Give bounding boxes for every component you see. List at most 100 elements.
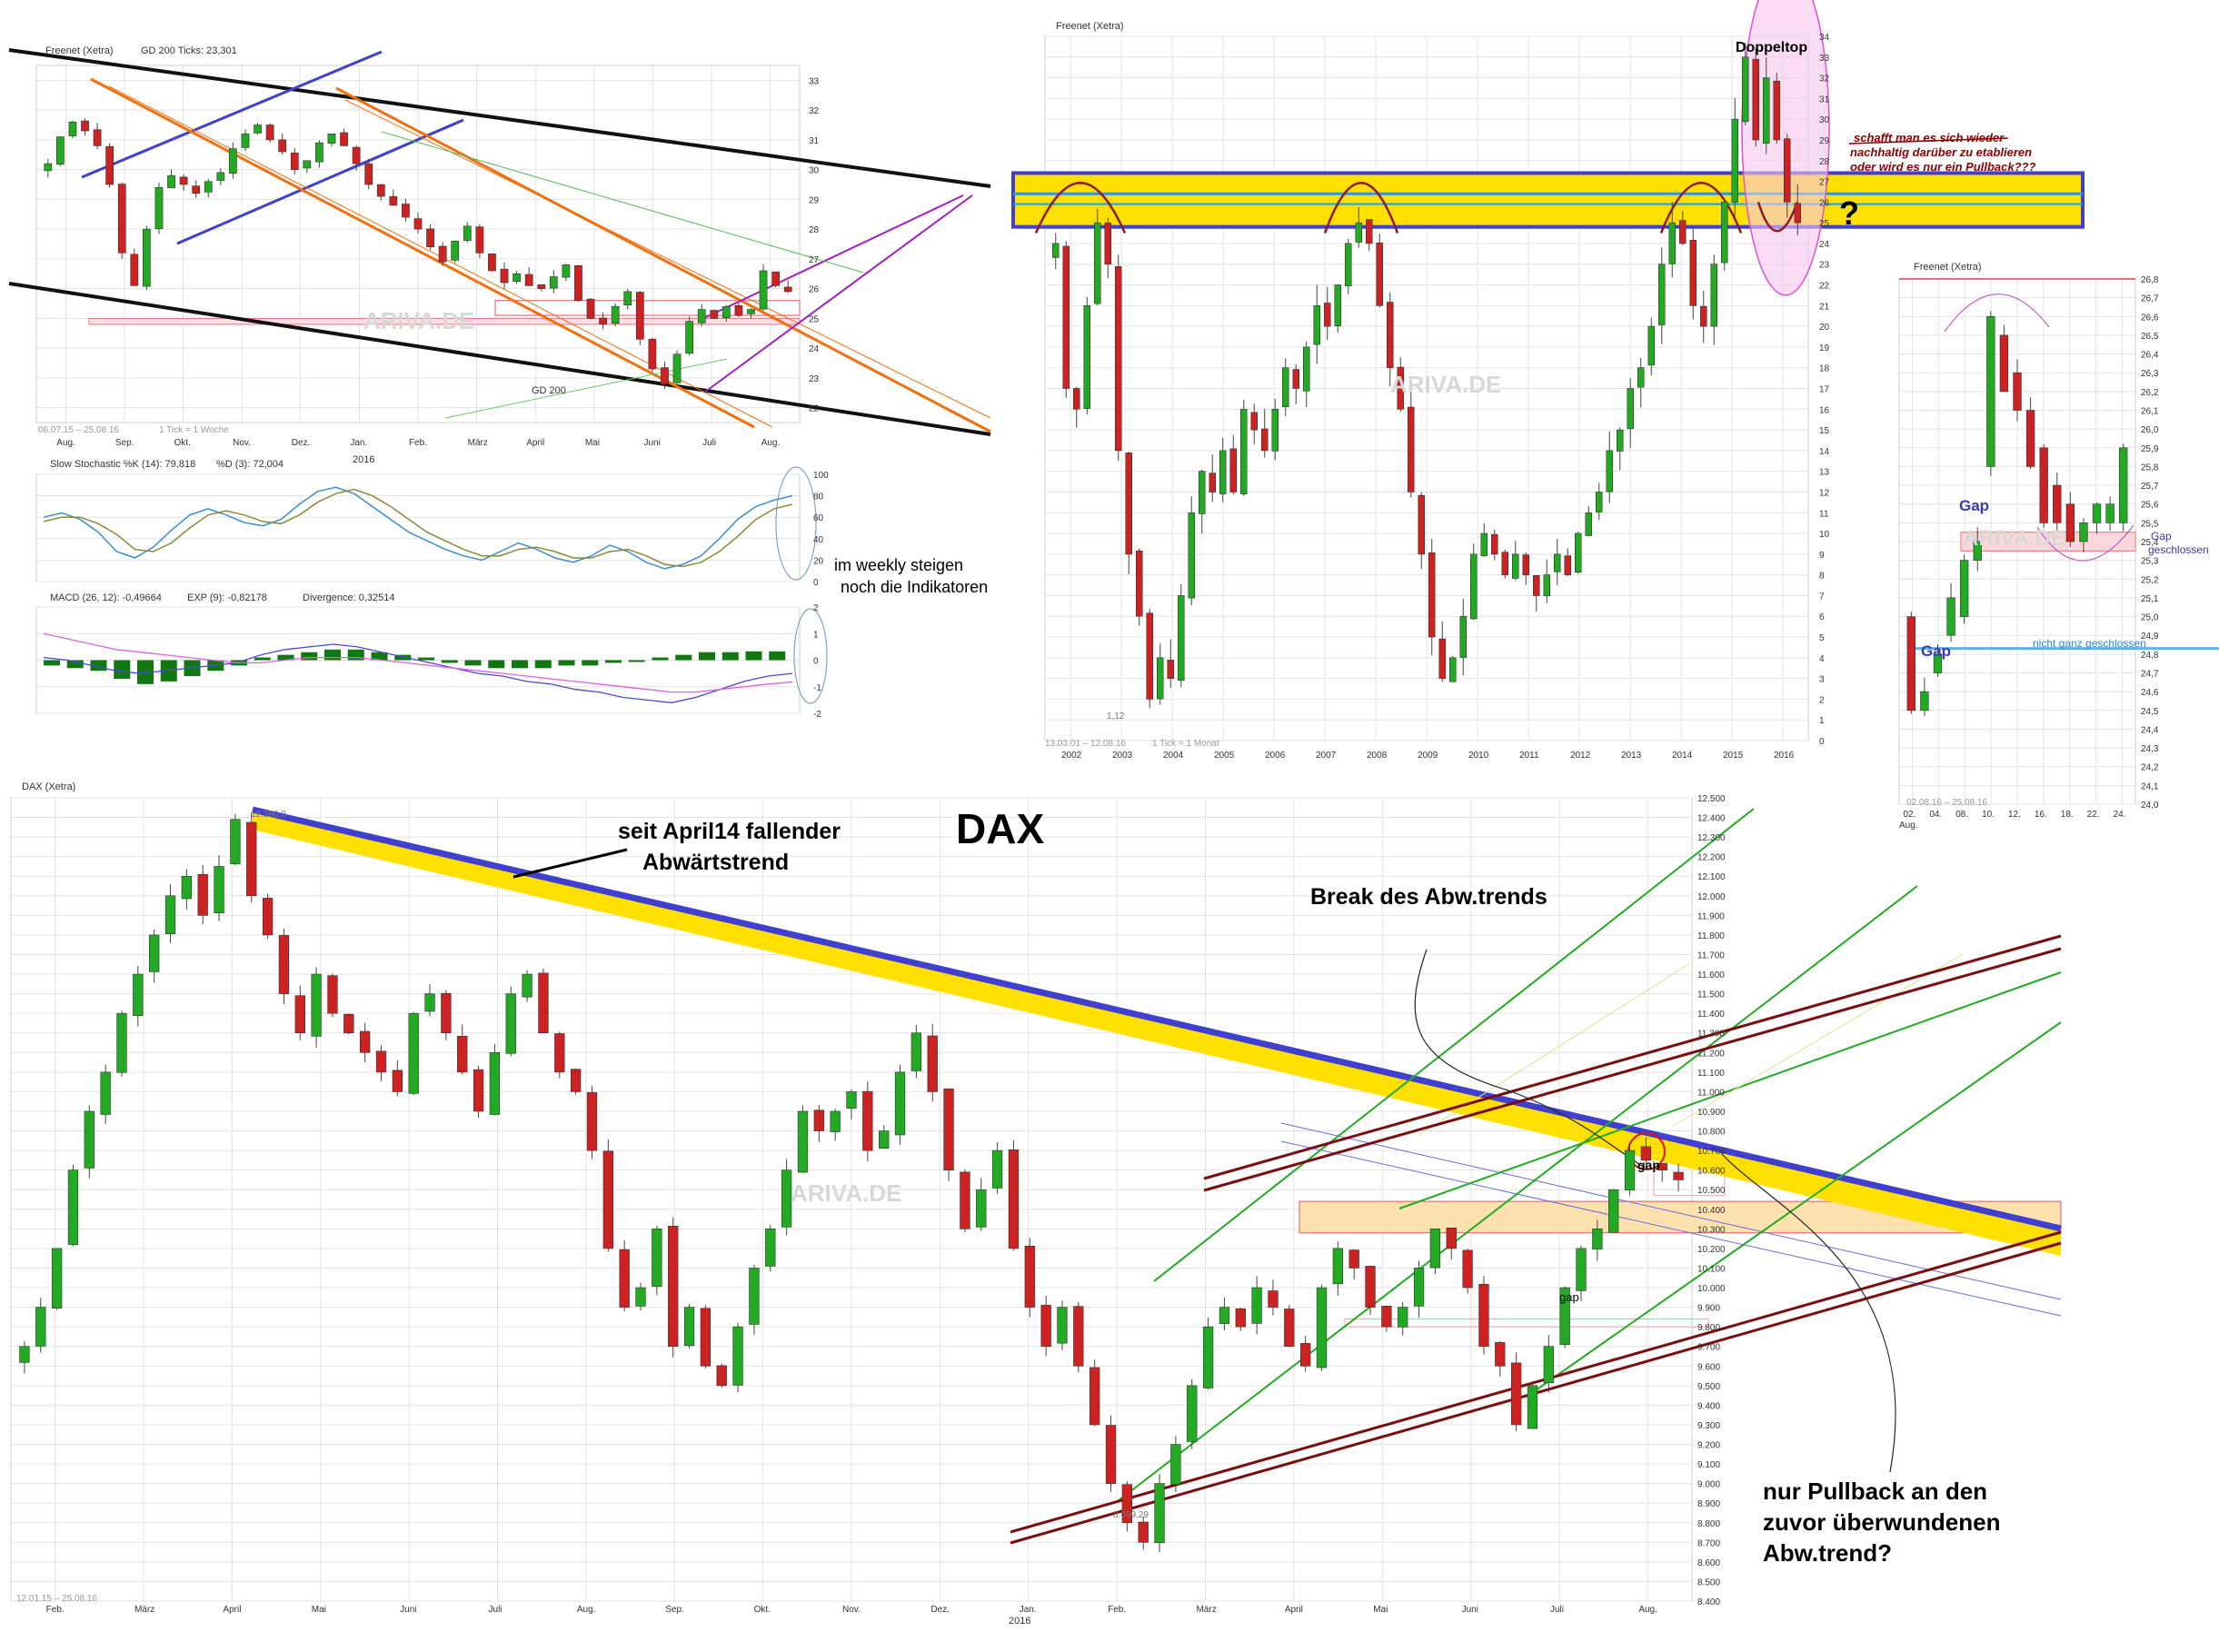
dax-candle — [1008, 1149, 1020, 1249]
weekly-candle — [672, 353, 682, 383]
weekly-x-tick: Feb. — [409, 438, 427, 448]
weekly-y-tick: 24 — [809, 344, 820, 354]
monthly-candle — [1178, 595, 1185, 681]
macd-divergence-bar — [464, 660, 482, 666]
weekly-candle — [475, 226, 484, 254]
dax-y-tick: 11.200 — [1697, 1049, 1725, 1059]
dax-candle — [1365, 1266, 1376, 1308]
macd-divergence-bar — [394, 654, 412, 661]
weekly-x-tick: Aug. — [761, 438, 781, 448]
dax-y-tick: 12.100 — [1697, 872, 1726, 882]
monthly-watermark: ARIVA.DE — [1390, 371, 1501, 398]
monthly-y-tick: 26 — [1819, 198, 1830, 208]
macd-y-tick: 2 — [813, 603, 819, 613]
weekly-candle — [771, 271, 781, 286]
stoch-d-line — [43, 488, 793, 568]
daily-y-tick: 24,6 — [2141, 688, 2159, 698]
dax-y-tick: 9.700 — [1697, 1343, 1720, 1353]
weekly-orange-line-1 — [90, 77, 755, 429]
monthly-y-tick: 21 — [1819, 302, 1830, 312]
daily-y-tick: 25,6 — [2141, 501, 2159, 511]
daily-candle — [1959, 560, 1969, 617]
weekly-year-label: 2016 — [353, 454, 374, 465]
macd-divergence-bar — [558, 660, 575, 666]
monthly-candle — [1219, 450, 1227, 494]
dax-y-tick: 10.300 — [1697, 1225, 1726, 1235]
monthly-candle — [1449, 657, 1457, 682]
dax-candle — [214, 866, 224, 913]
monthly-y-tick: 13 — [1819, 468, 1830, 478]
dax-candle — [408, 1012, 419, 1094]
weekly-candle — [204, 181, 213, 193]
daily-y-tick: 25,0 — [2141, 613, 2159, 623]
monthly-candle — [1784, 138, 1791, 203]
dax-y-tick: 11.000 — [1697, 1088, 1725, 1098]
monthly-candle — [1334, 284, 1342, 326]
weekly-y-tick: 25 — [809, 314, 820, 324]
dax-candle — [1510, 1362, 1522, 1426]
weekly-candle — [402, 204, 410, 218]
dax-candle — [879, 1130, 890, 1149]
dax-candle — [927, 1035, 938, 1092]
macd-divergence-bar — [137, 660, 154, 684]
monthly-candle — [1355, 222, 1363, 243]
weekly-candle — [574, 264, 582, 302]
dax-y-tick: 12.200 — [1697, 853, 1726, 863]
dax-candle — [602, 1150, 613, 1249]
monthly-x-tick: 2015 — [1723, 751, 1744, 761]
dax-year-label: 2016 — [1009, 1616, 1030, 1627]
stoch-y-tick: 60 — [813, 513, 824, 523]
monthly-candle — [1543, 574, 1551, 597]
monthly-candle — [1512, 553, 1519, 579]
monthly-candle — [1773, 80, 1781, 141]
dax-candle — [1478, 1283, 1489, 1348]
weekly-candle — [685, 321, 693, 354]
monthly-x-tick: 2007 — [1316, 751, 1337, 761]
dax-y-tick: 10.900 — [1697, 1108, 1726, 1118]
dax-watermark: ARIVA.DE — [791, 1179, 901, 1207]
dax-candle — [1624, 1149, 1636, 1191]
weekly-candle — [364, 163, 373, 185]
monthly-y-tick: 28 — [1819, 157, 1830, 167]
daily-y-tick: 24,1 — [2141, 781, 2159, 791]
weekly-candle — [635, 292, 644, 340]
dax-darkred-line-2 — [1203, 934, 2062, 1180]
dax-candle — [1284, 1309, 1295, 1348]
dax-candle — [1299, 1343, 1311, 1367]
dax-candle — [1495, 1342, 1506, 1367]
dax-y-tick: 12.500 — [1697, 794, 1726, 804]
dax-darkred-line-3 — [1203, 947, 2062, 1192]
monthly-candle — [1596, 492, 1603, 513]
monthly-question-1: schafft man es sich wieder — [1854, 131, 2005, 144]
dax-pullback-1: nur Pullback an den — [1763, 1478, 1987, 1505]
monthly-candle — [1250, 412, 1259, 431]
weekly-candle — [81, 120, 89, 132]
dax-pullback-2: zuvor überwundenen — [1763, 1508, 2000, 1536]
weekly-candle — [117, 184, 126, 254]
monthly-y-tick: 5 — [1819, 633, 1825, 643]
weekly-candle — [44, 163, 53, 172]
dax-candle — [1608, 1189, 1619, 1233]
weekly-candle — [290, 152, 299, 170]
monthly-bottom-arc — [1756, 201, 1799, 233]
dax-y-tick: 12.400 — [1697, 814, 1726, 824]
macd-legend-macd: MACD (26, 12): -0,49664 — [50, 592, 162, 603]
dax-candle — [1673, 1171, 1684, 1180]
monthly-y-tick: 7 — [1819, 592, 1825, 602]
monthly-candle — [1366, 219, 1373, 244]
dax-y-tick: 8.400 — [1697, 1597, 1720, 1607]
dax-candle — [1543, 1346, 1554, 1384]
weekly-candle — [303, 160, 312, 169]
dax-break-pointer — [1414, 949, 1646, 1169]
dax-candle — [830, 1110, 841, 1132]
macd-divergence-bar — [277, 654, 294, 661]
dax-y-tick: 9.300 — [1697, 1421, 1720, 1431]
weekly-legend-name: Freenet (Xetra) — [45, 45, 114, 56]
macd-divergence-bar — [628, 660, 645, 662]
monthly-y-tick: 10 — [1819, 530, 1830, 540]
dax-green-channel-1 — [1117, 885, 1918, 1502]
monthly-y-tick: 20 — [1819, 323, 1830, 333]
weekly-blue-channel-bottom — [176, 118, 464, 245]
monthly-candle — [1199, 471, 1206, 514]
macd-highlight-ellipse — [793, 608, 828, 704]
